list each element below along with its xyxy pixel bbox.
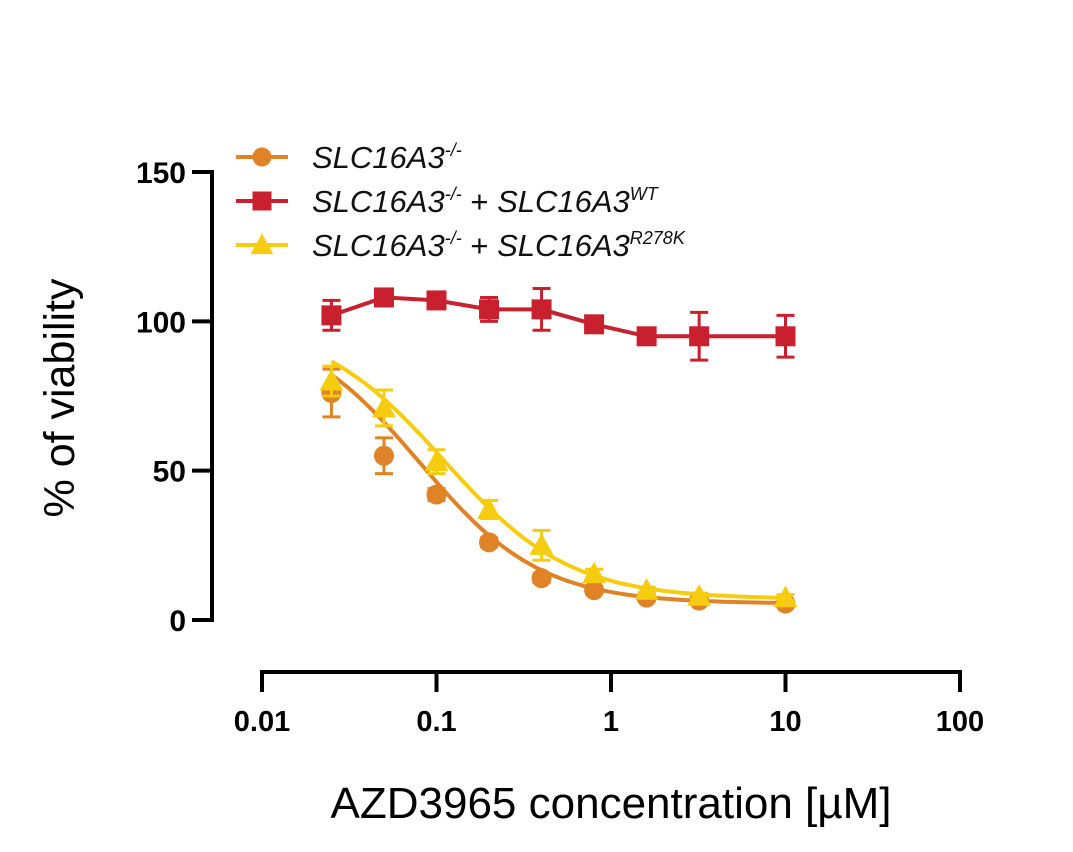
x-tick-label: 0.1 xyxy=(416,706,456,738)
y-tick-label: 50 xyxy=(153,456,186,489)
series-line xyxy=(330,359,786,600)
data-point xyxy=(426,484,447,505)
data-point xyxy=(584,580,605,601)
legend-label: SLC16A3-/-​ + SLC16A3WT​ xyxy=(312,184,660,219)
data-point xyxy=(371,395,396,418)
data-point xyxy=(426,290,447,311)
legend-superscript: R278K xyxy=(630,228,686,248)
data-point xyxy=(582,561,607,584)
data-point xyxy=(479,532,500,553)
data-point xyxy=(424,449,449,472)
legend-superscript: -/- xyxy=(445,184,462,204)
legend-marker xyxy=(250,233,274,255)
data-point xyxy=(479,299,500,320)
series-2 xyxy=(321,286,796,362)
x-axis-label: AZD3965 concentration [µM] xyxy=(331,779,892,828)
data-point xyxy=(531,299,552,320)
legend-superscript: -/- xyxy=(445,140,462,160)
legend-marker xyxy=(252,191,272,211)
legend-text-part: SLC16A3 xyxy=(312,140,445,175)
y-tick-label: 150 xyxy=(136,157,186,190)
legend-entry-3: SLC16A3-/-​ + SLC16A3R278K​ xyxy=(236,228,686,263)
x-tick-label: 0.01 xyxy=(234,706,290,738)
legend-text-part: + xyxy=(462,228,497,263)
legend-label: SLC16A3-/-​ + SLC16A3R278K​ xyxy=(312,228,686,263)
data-point xyxy=(529,533,554,555)
series-line xyxy=(330,295,786,339)
x-tick-label: 10 xyxy=(769,706,801,738)
axes xyxy=(192,170,962,692)
data-point xyxy=(373,445,394,466)
data-point xyxy=(634,578,659,600)
data-point xyxy=(373,287,394,308)
legend-text-part: SLC16A3 xyxy=(312,184,445,219)
data-point xyxy=(531,568,552,589)
data-point xyxy=(477,497,502,520)
data-point xyxy=(584,314,605,335)
data-point xyxy=(321,305,342,326)
tick-labels: 0 50 100 150 0.01 0.1 1 10 100 xyxy=(136,157,984,738)
legend-entry-2: SLC16A3-/-​ + SLC16A3WT​ xyxy=(236,184,660,219)
legend-marker xyxy=(252,147,272,167)
legend-text-part: SLC16A3 xyxy=(497,184,630,219)
data-point xyxy=(319,369,344,391)
y-tick-label: 100 xyxy=(136,306,186,339)
x-tick-label: 100 xyxy=(936,706,984,738)
y-tick-label: 0 xyxy=(169,605,186,638)
data-point xyxy=(689,326,710,347)
series-line xyxy=(330,373,786,605)
legend-text-part: + xyxy=(462,184,497,219)
legend-superscript: -/- xyxy=(445,228,462,248)
legend: SLC16A3-/-​SLC16A3-/-​ + SLC16A3WT​SLC16… xyxy=(236,140,686,263)
legend-text-part: SLC16A3 xyxy=(497,228,630,263)
plot-area xyxy=(319,286,798,614)
legend-text-part: SLC16A3 xyxy=(312,228,445,263)
legend-label: SLC16A3-/-​ xyxy=(312,140,462,175)
legend-entry-1: SLC16A3-/-​ xyxy=(236,140,462,175)
data-point xyxy=(775,326,796,347)
data-point xyxy=(687,584,712,606)
legend-superscript: WT xyxy=(630,184,660,204)
x-tick-label: 1 xyxy=(603,706,619,738)
y-axis-label: % of viability xyxy=(36,278,84,517)
series-3 xyxy=(319,359,798,608)
data-point xyxy=(773,585,798,608)
data-point xyxy=(636,326,657,347)
